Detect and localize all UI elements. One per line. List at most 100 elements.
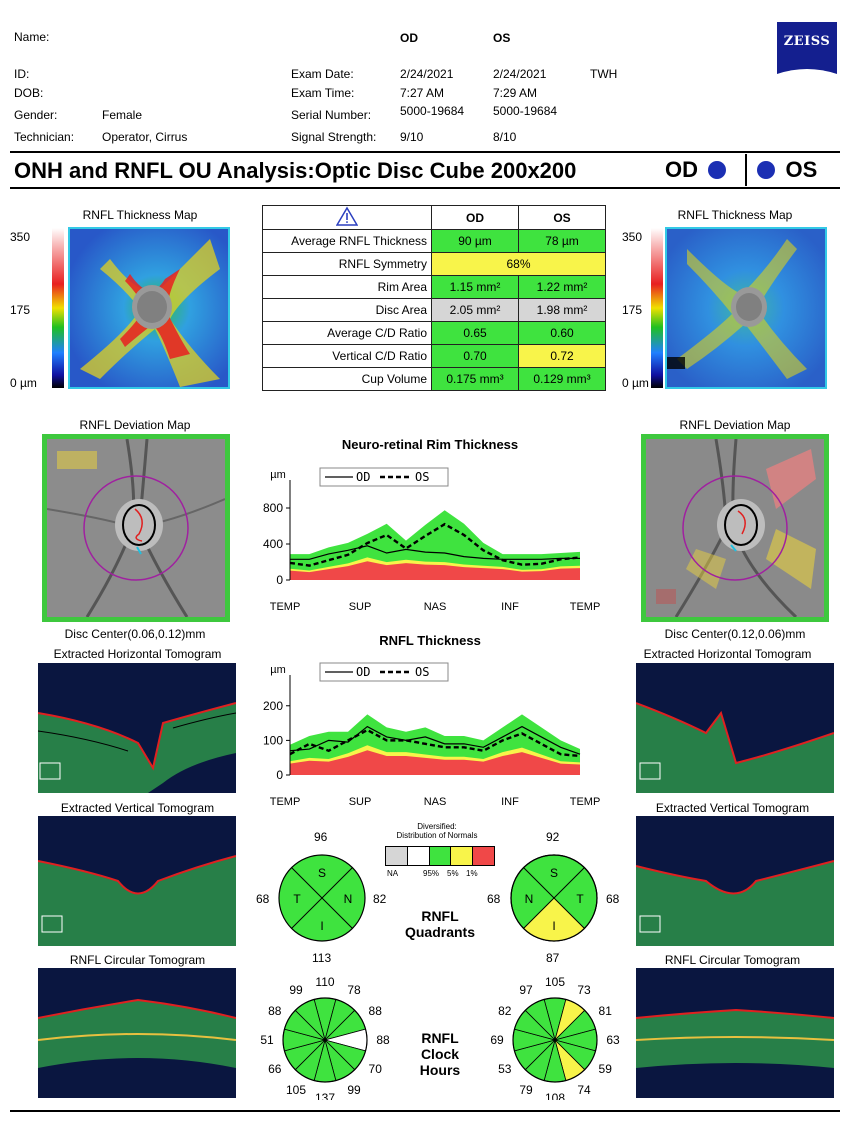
x-tick-label: TEMP [270,796,301,808]
page-title: ONH and RNFL OU Analysis:Optic Disc Cube… [14,158,577,183]
x-tick-label: TEMP [570,796,600,808]
clock-outline [282,997,368,1083]
od-horizontal-tomogram-title: Extracted Horizontal Tomogram [53,647,222,661]
os-deviation-map-image [646,438,824,619]
clock-hour-value: 88 [268,1004,282,1018]
normals-legend-title: Diversified: Distribution of Normals [382,822,492,840]
os-circular-tomogram-title: RNFL Circular Tomogram [664,953,801,967]
clock-hour-value: 81 [599,1004,613,1018]
od-horizontal-tomogram-image [38,702,236,793]
clock-hour-value: 137 [315,1091,335,1100]
clock-hour-value: 66 [268,1062,282,1076]
os-disc-center: Disc Center(0.12,0.06)mm [664,627,806,641]
clock-hour-value: 53 [498,1062,512,1076]
metrics-row-vert-cd: Vertical C/D Ratio 0.70 0.72 [262,344,606,368]
gender-label: Gender: [14,108,58,122]
zeiss-logo: ZEISS [777,22,837,80]
rnfl-chart-title: RNFL Thickness [379,633,481,648]
quadrants-label-line1: RNFL [421,908,459,924]
clock-hour-value: 70 [369,1062,383,1076]
x-tick-label: SUP [349,796,372,808]
os-date: 2/24/2021 [493,67,547,81]
os-vertical-tomogram-image [636,860,834,946]
os-scale-350: 350 [622,230,643,244]
legend-green-swatch [429,847,452,865]
metrics-row-cup-volume: Cup Volume 0.175 mm³ 0.129 mm³ [262,367,606,391]
warning-triangle-icon [335,206,359,226]
os-quadrant-t: T [576,892,584,906]
chart-legend: OD OS [319,662,449,682]
od-time: 7:27 AM [400,86,445,100]
metric-os-value: 1.98 mm² [518,298,606,322]
od-quadrant-bottom: 113 [312,951,332,965]
legend-na-label: NA [387,869,399,878]
os-blue-dot-icon [757,161,775,179]
series-line-os [289,522,581,567]
gender-value: Female [102,108,143,122]
normals-legend-line1: Diversified: [417,822,457,831]
legend-5-label: 5% [447,869,459,878]
os-vertical-tomogram-title: Extracted Vertical Tomogram [655,801,810,815]
metric-label: Cup Volume [262,367,432,391]
od-thickness-map [68,227,230,389]
clock-hour-value: 79 [519,1083,533,1097]
clock-hour-value: 88 [376,1033,390,1047]
metrics-header-row: OD OS [262,205,606,230]
od-deviation-map-title: RNFL Deviation Map [79,418,191,432]
metrics-row-avg-rnfl: Average RNFL Thickness 90 µm 78 µm [262,229,606,253]
od-circular-tomogram-title: RNFL Circular Tomogram [69,953,206,967]
name-label: Name: [14,30,50,44]
clock-hour-value: 59 [599,1062,613,1076]
metrics-table: OD OS Average RNFL Thickness 90 µm 78 µm… [262,205,606,391]
od-quadrant-s: S [318,866,326,880]
os-deviation-map [641,434,829,622]
legend-os-label: OS [415,470,429,484]
serial-label: Serial Number: [291,108,372,122]
technician-label: Technician: [14,130,75,144]
quadrants-label-line2: Quadrants [404,924,475,940]
od-quadrant-left: 68 [256,892,270,906]
od-disc-center: Disc Center(0.06,0.12)mm [64,627,206,641]
os-thickness-color-scale [651,228,663,388]
clock-hour-value: 69 [490,1033,504,1047]
legend-os-label: OS [415,665,429,679]
os-quadrant-s: S [550,866,558,880]
od-date: 2/24/2021 [400,67,454,81]
technician-value: Operator, Cirrus [102,130,188,144]
clock-hour-value: 74 [577,1083,591,1097]
od-signal: 9/10 [400,130,424,144]
od-header: OD [400,31,418,45]
metrics-row-avg-cd: Average C/D Ratio 0.65 0.60 [262,321,606,345]
os-thickness-map [665,227,827,389]
os-thickness-map-title: RNFL Thickness Map [677,208,793,222]
y-tick-label: 200 [263,699,283,713]
rnfl-thickness-chart: µm 200 100 0 OD OS TEMP SUP NAS INF TEMP [263,662,600,808]
clock-hour-value: 108 [545,1091,565,1100]
os-circular-tomogram-image [636,1008,834,1068]
series-line-od [290,545,580,560]
y-axis-unit: µm [270,469,286,481]
clock-hour-value: 99 [347,1083,361,1097]
clock-hour-value: 99 [289,983,303,997]
signal-label: Signal Strength: [291,130,377,144]
metric-os-value: 0.60 [518,321,606,345]
od-serial: 5000-19684 [400,104,465,118]
rim-thickness-chart: µm 800 400 0 OD OS TEMP SUP NAS INF TEMP [263,467,600,613]
od-thickness-map-image [70,229,228,387]
od-scale-175: 175 [10,303,31,317]
y-tick-label: 0 [276,573,283,587]
zeiss-logo-arc [777,69,837,80]
os-horizontal-tomogram [636,663,834,793]
y-tick-label: 0 [276,768,283,782]
metric-od-value: 0.175 mm³ [431,367,519,391]
metrics-row-symmetry: RNFL Symmetry 68% [262,252,606,276]
x-tick-label: SUP [349,601,372,613]
quadrants-label: RNFL Quadrants [395,908,485,940]
y-tick-label: 800 [263,501,283,515]
clock-outline [512,997,598,1083]
od-deviation-map-image [46,438,226,618]
y-tick-label: 400 [263,537,283,551]
metric-label: Rim Area [262,275,432,299]
title-bottom-rule [10,187,840,189]
normals-legend-bar [385,846,495,866]
